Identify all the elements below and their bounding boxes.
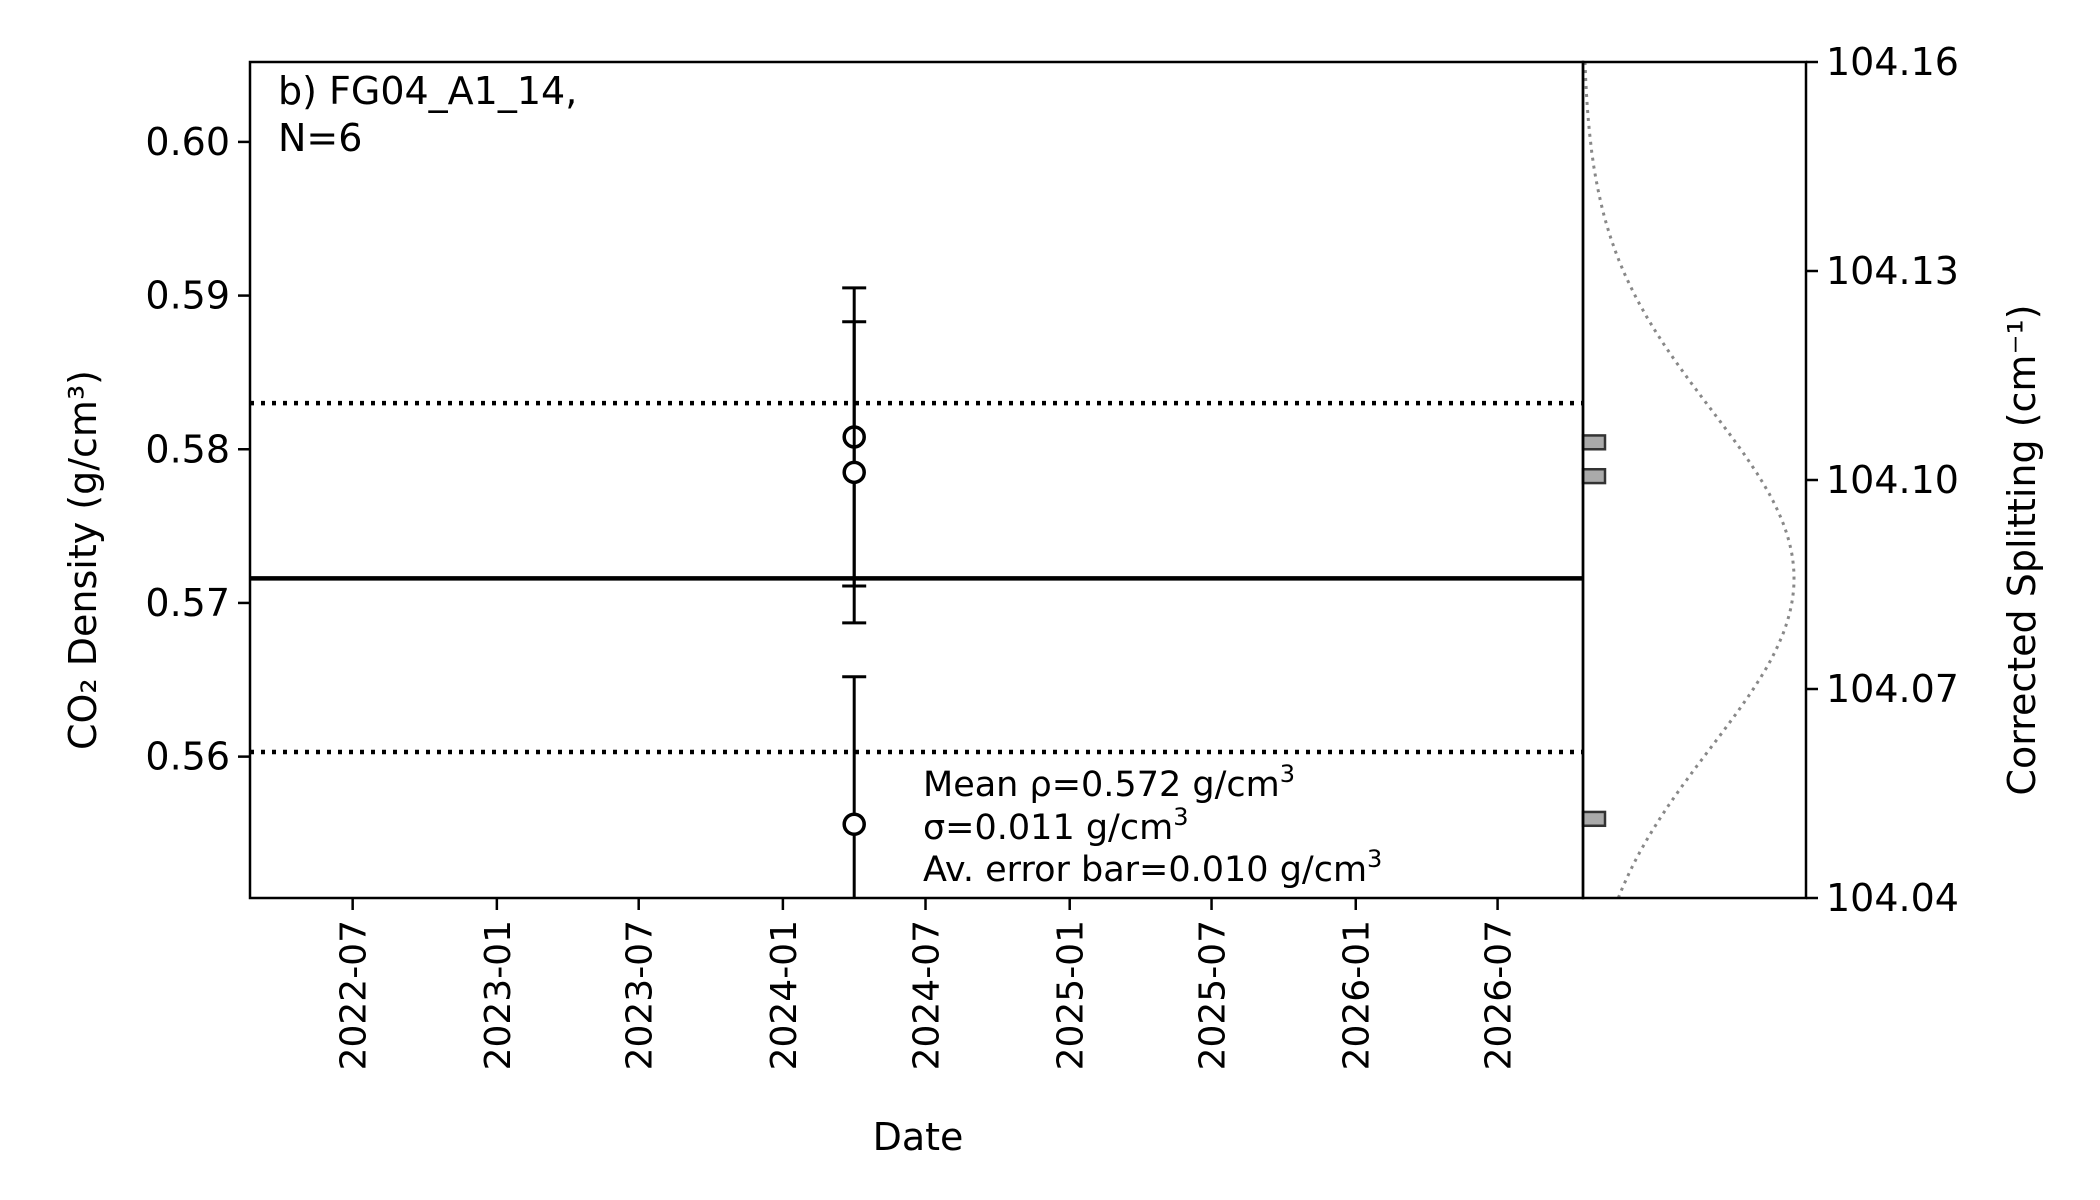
stats-errorbar-sup: 3	[1367, 845, 1382, 873]
x-tick-label: 2022-07	[334, 920, 375, 1070]
stats-errorbar-text: Av. error bar=0.010 g/cm	[923, 850, 1367, 890]
right-y-tick-label: 104.10	[1826, 458, 1959, 502]
main-plot-frame	[248, 60, 1585, 900]
data-point	[842, 812, 866, 836]
right-y-axis-label: Corrected Splitting (cm⁻¹)	[2000, 304, 2044, 795]
count-label: N=6	[278, 116, 362, 160]
x-tick-label: 2025-01	[1051, 920, 1092, 1070]
left-y-tick-label: 0.58	[145, 427, 230, 471]
data-points	[842, 286, 867, 898]
left-y-axis-label: CO₂ Density (g/cm³)	[61, 370, 105, 750]
histogram-bar	[1581, 467, 1607, 485]
x-axis-label: Date	[873, 1115, 964, 1159]
stats-mean-text: Mean ρ=0.572 g/cm	[923, 765, 1280, 805]
x-tick-label: 2024-01	[764, 920, 805, 1070]
stats-errorbar: Av. error bar=0.010 g/cm3	[923, 845, 1382, 890]
x-tick-label: 2026-07	[1479, 920, 1520, 1070]
right-y-tick-label: 104.13	[1826, 249, 1959, 293]
left-y-axis-ticks: 0.56 0.57 0.58 0.59 0.60	[145, 120, 250, 779]
x-tick-label: 2025-07	[1193, 920, 1234, 1070]
histogram-bar	[1581, 434, 1607, 451]
x-tick-label: 2026-01	[1337, 920, 1378, 1070]
x-axis-ticks: 2022-07 2023-01 2023-07 2024-01 2024-07 2025-…	[334, 898, 1520, 1070]
x-tick-label: 2023-07	[620, 920, 661, 1070]
left-y-tick-label: 0.59	[145, 274, 230, 318]
stats-mean-sup: 3	[1280, 760, 1295, 788]
right-y-axis-ticks: 104.04 104.07 104.10 104.13 104.16	[1806, 40, 1959, 920]
stats-sigma-text: σ=0.011 g/cm	[923, 808, 1173, 848]
right-y-tick-label: 104.16	[1826, 40, 1959, 84]
right-y-tick-label: 104.07	[1826, 667, 1959, 711]
normal-curve	[1583, 61, 1796, 899]
histogram-bar	[1581, 810, 1607, 828]
panel-label: b) FG04_A1_14,	[278, 69, 577, 113]
stats-sigma: σ=0.011 g/cm3	[923, 803, 1188, 848]
stats-annotation: Mean ρ=0.572 g/cm3 σ=0.011 g/cm3 Av. err…	[923, 760, 1382, 890]
stats-sigma-sup: 3	[1173, 803, 1188, 831]
right-y-tick-label: 104.04	[1826, 876, 1959, 920]
stats-mean: Mean ρ=0.572 g/cm3	[923, 760, 1295, 805]
histogram	[1581, 434, 1607, 828]
x-tick-label: 2023-01	[478, 920, 519, 1070]
left-y-tick-label: 0.60	[145, 120, 230, 164]
left-y-tick-label: 0.56	[145, 735, 230, 779]
x-tick-label: 2024-07	[907, 920, 948, 1070]
data-point	[842, 460, 866, 485]
left-y-tick-label: 0.57	[145, 581, 230, 625]
side-plot-frame	[1581, 60, 1808, 900]
